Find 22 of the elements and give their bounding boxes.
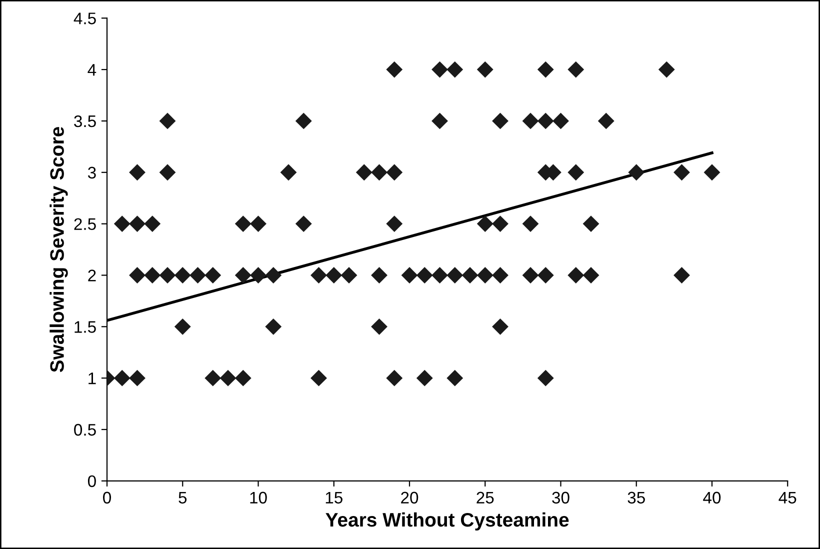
- y-tick-label: 1.5: [74, 321, 96, 333]
- x-tick-label: 30: [552, 492, 570, 504]
- x-tick-label: 0: [103, 492, 111, 504]
- y-tick-label: 3.5: [74, 115, 96, 128]
- y-tick-label: 0: [88, 475, 96, 488]
- x-tick-label: 35: [628, 492, 645, 504]
- y-tick-label: 4.5: [74, 12, 96, 24]
- x-tick-label: 40: [703, 492, 721, 504]
- x-tick-label: 5: [178, 492, 187, 504]
- y-tick-label: 1: [88, 372, 96, 384]
- x-tick-label: 20: [401, 492, 418, 504]
- y-tick-label: 4: [88, 64, 96, 76]
- x-tick-label: 15: [326, 492, 342, 504]
- y-tick-label: 3: [88, 166, 96, 179]
- x-axis-title: Years Without Cysteamine: [326, 512, 569, 531]
- x-tick-label: 25: [476, 492, 494, 504]
- x-tick-label: 45: [778, 492, 796, 504]
- y-axis-title: Swallowing Severity Score: [50, 126, 68, 372]
- y-tick-label: 0.5: [74, 424, 96, 436]
- x-tick-label: 10: [250, 492, 267, 504]
- y-tick-label: 2: [88, 270, 96, 282]
- y-tick-label: 2.5: [74, 218, 96, 230]
